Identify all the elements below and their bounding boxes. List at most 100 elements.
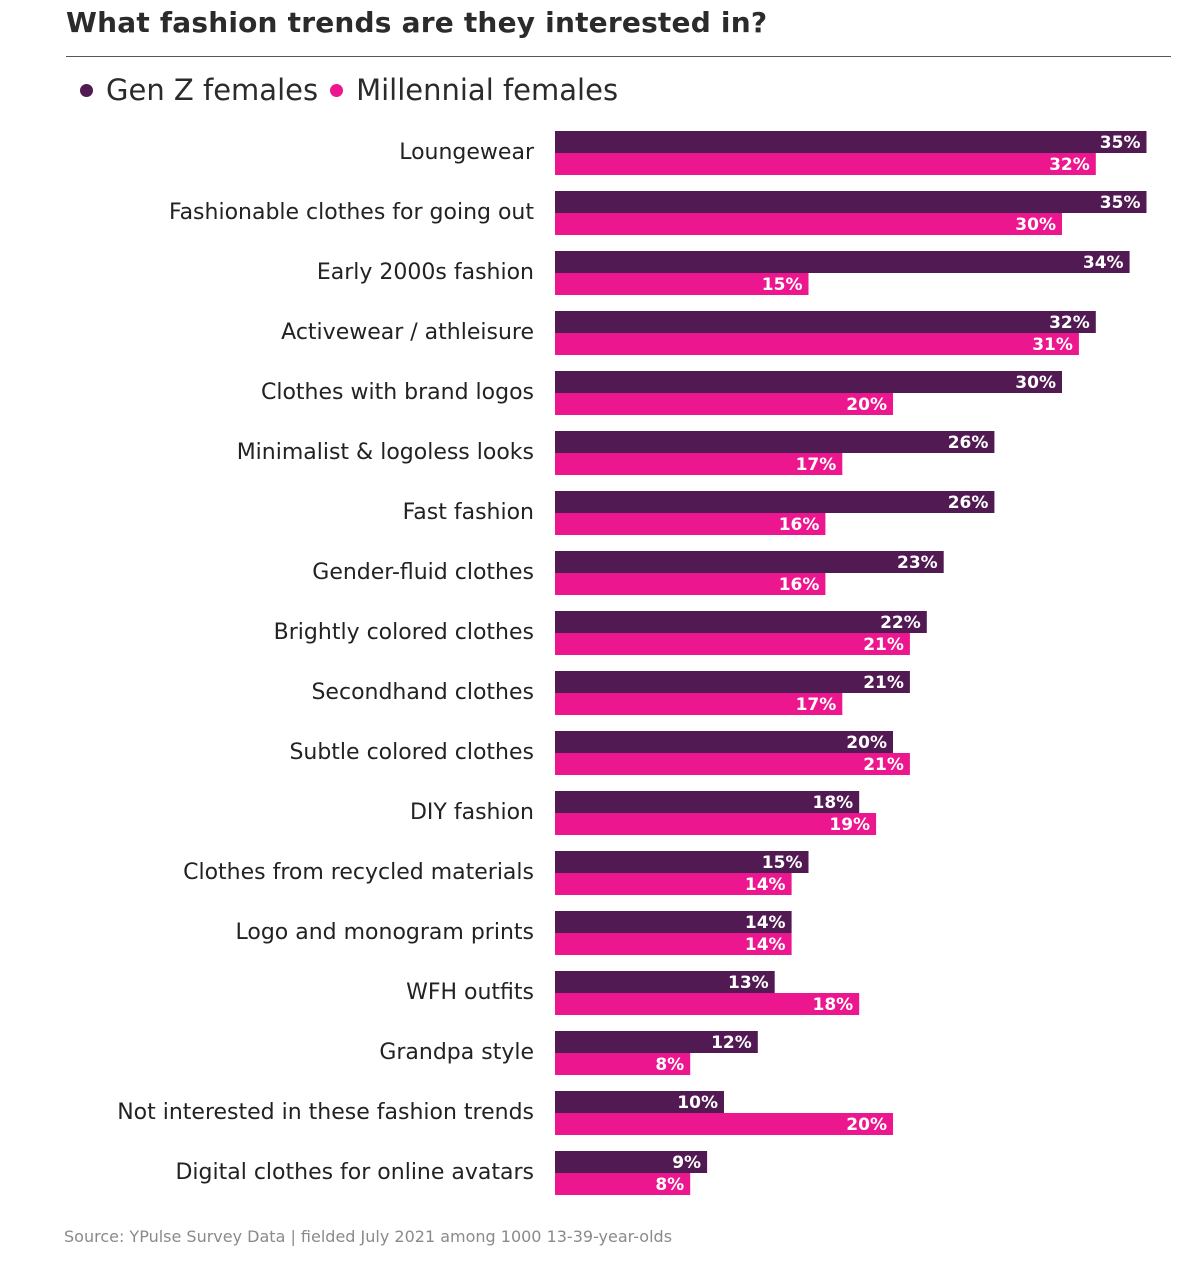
value-label-millennial: 20% (846, 1115, 887, 1135)
category-group: Logo and monogram prints 14%14% (236, 911, 792, 955)
bar-millennial (555, 573, 826, 595)
category-group: Activewear / athleisure 32%31% (281, 311, 1096, 355)
chart-title: What fashion trends are they interested … (66, 6, 768, 39)
bar-genz (555, 551, 944, 573)
value-label-millennial: 14% (745, 935, 786, 955)
bar-genz (555, 1031, 758, 1053)
category-label: Clothes from recycled materials (183, 860, 534, 885)
value-label-genz: 9% (672, 1153, 701, 1173)
bar-genz (555, 671, 910, 693)
value-label-millennial: 16% (779, 575, 820, 595)
category-label: Subtle colored clothes (289, 740, 534, 765)
category-group: Grandpa style 12% 8% (379, 1031, 758, 1075)
value-label-genz: 10% (677, 1093, 718, 1113)
value-label-genz: 15% (762, 853, 803, 873)
category-group: Clothes from recycled materials 15%14% (183, 851, 809, 895)
bar-genz (555, 131, 1147, 153)
value-label-genz: 32% (1049, 313, 1090, 333)
bar-millennial (555, 1173, 691, 1195)
value-label-millennial: 20% (846, 395, 887, 415)
value-label-millennial: 32% (1049, 155, 1090, 175)
bar-genz (555, 1151, 708, 1173)
bar-genz (555, 611, 927, 633)
legend-dot-genz-icon (80, 83, 93, 97)
bar-millennial (555, 513, 826, 535)
value-label-genz: 35% (1100, 133, 1141, 153)
category-group: Subtle colored clothes 20%21% (289, 731, 910, 775)
category-label: Grandpa style (379, 1040, 534, 1065)
bar-genz (555, 911, 792, 933)
bar-genz (555, 971, 775, 993)
value-label-genz: 13% (728, 973, 769, 993)
bar-genz (555, 491, 995, 513)
category-group: Fashionable clothes for going out 35% 30% (169, 191, 1147, 235)
bar-genz (555, 791, 860, 813)
bar-millennial (555, 453, 843, 475)
value-label-millennial: 8% (655, 1175, 684, 1195)
value-label-millennial: 17% (796, 455, 837, 475)
category-group: Loungewear 35% 32% (399, 131, 1147, 175)
category-label: Brightly colored clothes (274, 620, 534, 645)
category-label: Early 2000s fashion (317, 260, 534, 285)
value-label-genz: 35% (1100, 193, 1141, 213)
bar-millennial (555, 993, 860, 1015)
bar-millennial (555, 393, 893, 415)
bar-millennial (555, 213, 1062, 235)
legend-item-millennial: Millennial females (330, 73, 618, 107)
category-label: Logo and monogram prints (236, 920, 535, 945)
value-label-genz: 34% (1083, 253, 1124, 273)
legend-label-genz: Gen Z females (106, 73, 319, 107)
bar-genz (555, 851, 809, 873)
category-label: Clothes with brand logos (261, 380, 534, 405)
category-label: Not interested in these fashion trends (117, 1100, 534, 1125)
category-group: Digital clothes for online avatars 9%8% (175, 1151, 708, 1195)
bar-millennial (555, 1113, 893, 1135)
value-label-millennial: 31% (1032, 335, 1073, 355)
value-label-genz: 23% (897, 553, 938, 573)
category-label: WFH outfits (406, 980, 534, 1005)
value-label-millennial: 18% (812, 995, 853, 1015)
category-group: Gender-fluid clothes 23% 16% (312, 551, 944, 595)
value-label-genz: 20% (846, 733, 887, 753)
category-label: Fashionable clothes for going out (169, 200, 534, 225)
category-group: Minimalist & logoless looks 26% 17% (237, 431, 995, 475)
value-label-genz: 26% (948, 433, 989, 453)
title-divider (66, 56, 1171, 57)
category-label: Digital clothes for online avatars (175, 1160, 534, 1185)
category-group: Not interested in these fashion trends 10… (117, 1091, 893, 1135)
bar-millennial (555, 153, 1096, 175)
bar-millennial (555, 693, 843, 715)
category-label: Gender-fluid clothes (312, 560, 534, 585)
category-label: Secondhand clothes (311, 680, 534, 705)
category-label: Fast fashion (403, 500, 534, 525)
legend: Gen Z females Millennial females (80, 70, 630, 110)
bar-millennial (555, 633, 910, 655)
value-label-millennial: 19% (829, 815, 870, 835)
value-label-millennial: 17% (796, 695, 837, 715)
category-label: Minimalist & logoless looks (237, 440, 534, 465)
category-group: Early 2000s fashion 34% 15% (317, 251, 1130, 295)
category-label: Activewear / athleisure (281, 320, 534, 345)
value-label-genz: 21% (863, 673, 904, 693)
category-group: Clothes with brand logos 30% 20% (261, 371, 1062, 415)
bar-genz (555, 371, 1062, 393)
bar-millennial (555, 333, 1079, 355)
category-group: Fast fashion 26% 16% (403, 491, 995, 535)
value-label-genz: 18% (812, 793, 853, 813)
value-label-millennial: 14% (745, 875, 786, 895)
bar-genz (555, 431, 995, 453)
value-label-genz: 30% (1015, 373, 1056, 393)
bar-genz (555, 1091, 724, 1113)
bar-genz (555, 251, 1130, 273)
value-label-genz: 22% (880, 613, 921, 633)
value-label-millennial: 8% (655, 1055, 684, 1075)
category-group: Brightly colored clothes 22%21% (274, 611, 927, 655)
value-label-millennial: 15% (762, 275, 803, 295)
value-label-millennial: 30% (1015, 215, 1056, 235)
legend-label-millennial: Millennial females (356, 73, 619, 107)
bar-millennial (555, 873, 792, 895)
category-label: DIY fashion (410, 800, 534, 825)
category-group: WFH outfits 13% 18% (406, 971, 860, 1015)
source-note: Source: YPulse Survey Data | fielded Jul… (64, 1227, 673, 1246)
value-label-millennial: 21% (863, 755, 904, 775)
